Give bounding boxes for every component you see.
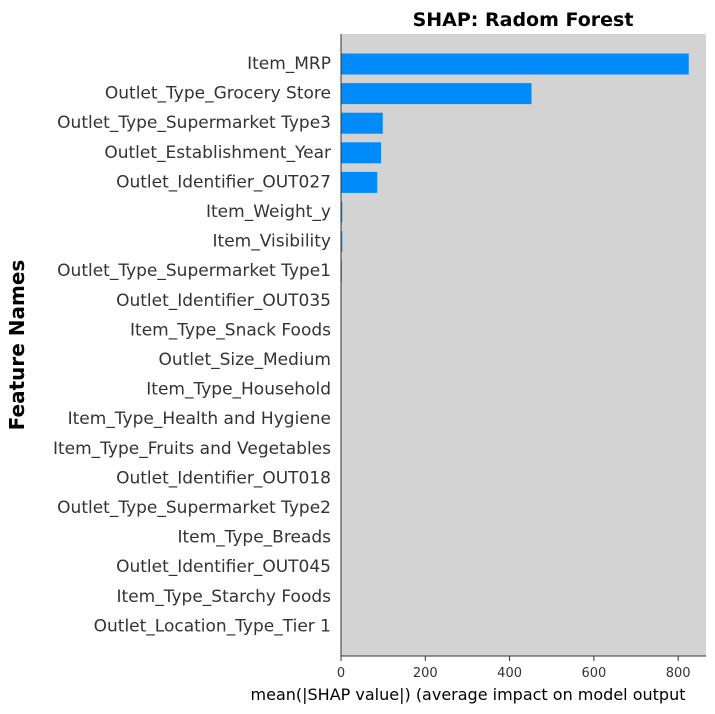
y-tick-label: Item_MRP — [247, 54, 331, 74]
y-tick-label: Outlet_Type_Supermarket Type1 — [57, 261, 331, 281]
x-tick-label: 800 — [666, 666, 691, 681]
y-tick-label: Outlet_Location_Type_Tier 1 — [94, 616, 331, 636]
chart-title: SHAP: Radom Forest — [413, 9, 634, 31]
y-tick-label: Outlet_Identifier_OUT045 — [116, 557, 331, 577]
y-tick-label: Item_Type_Household — [146, 380, 331, 400]
x-tick-label: 400 — [497, 666, 522, 681]
x-axis-label: mean(|SHAP value|) (average impact on mo… — [251, 685, 686, 704]
x-tick-label: 0 — [337, 666, 345, 681]
y-tick-label: Item_Type_Snack Foods — [130, 320, 331, 340]
y-tick-label: Item_Type_Health and Hygiene — [68, 409, 331, 429]
y-tick-label: Outlet_Type_Supermarket Type3 — [57, 113, 331, 133]
bar — [341, 171, 378, 193]
y-tick-label: Outlet_Identifier_OUT027 — [116, 172, 331, 192]
y-tick-label: Item_Type_Fruits and Vegetables — [53, 439, 331, 459]
plot-background — [341, 34, 706, 656]
y-tick-label: Outlet_Identifier_OUT035 — [116, 291, 331, 311]
y-tick-label: Item_Type_Starchy Foods — [117, 587, 332, 607]
y-tick-label: Item_Weight_y — [206, 202, 331, 222]
x-tick-label: 600 — [581, 666, 606, 681]
bar — [341, 53, 689, 75]
bar — [341, 231, 343, 253]
y-tick-label: Outlet_Type_Grocery Store — [105, 84, 331, 104]
y-axis-label: Feature Names — [5, 260, 29, 431]
y-tick-label: Outlet_Establishment_Year — [104, 143, 331, 163]
y-tick-label: Outlet_Size_Medium — [158, 350, 331, 370]
bar — [341, 201, 343, 223]
y-tick-label: Item_Visibility — [213, 232, 331, 252]
y-tick-label: Outlet_Type_Supermarket Type2 — [57, 498, 331, 518]
y-tick-label: Item_Type_Breads — [177, 528, 331, 548]
y-tick-label: Outlet_Identifier_OUT018 — [116, 468, 331, 488]
x-tick-label: 200 — [413, 666, 438, 681]
bar — [341, 112, 383, 134]
bar — [341, 83, 532, 105]
bar — [341, 142, 382, 164]
